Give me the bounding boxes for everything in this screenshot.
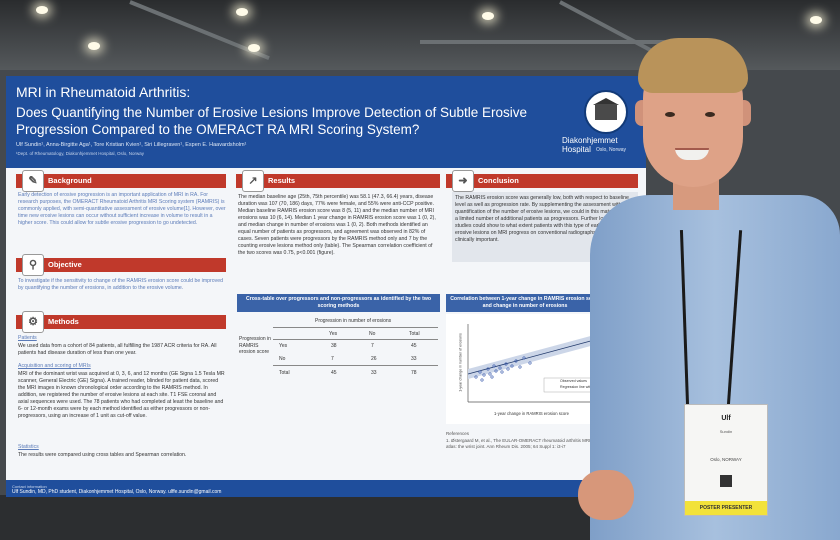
references: References 1. Østergaard M, et al., The …	[446, 431, 626, 450]
floor	[0, 495, 600, 540]
person-eye	[665, 112, 675, 117]
conclusion-text: The RAMRIS erosion score was generally l…	[455, 195, 637, 243]
table-cell: 45	[411, 343, 417, 349]
methods-mri-text: MRI of the dominant wrist was acquired a…	[18, 371, 225, 419]
person-eye	[705, 112, 715, 117]
cross-table: Progression in number of erosions Yes No…	[237, 314, 440, 384]
methods-stats-text: The results were compared using cross ta…	[18, 452, 187, 458]
hospital-logo-icon	[584, 90, 628, 134]
table-cell: 33	[371, 370, 377, 376]
figure-xlabel: 1-year change in RAMRIS erosion score	[494, 411, 569, 416]
person-smile	[675, 148, 709, 160]
badge-location: Oslo, NORWAY	[710, 457, 742, 462]
table-cell: 33	[411, 356, 417, 362]
methods-heading: ⚙ Methods	[16, 311, 226, 333]
table-col-header: Total	[409, 331, 420, 337]
correlation-figure-title: Correlation between 1-year change in RAM…	[446, 294, 604, 312]
ceiling-beam	[420, 40, 680, 44]
table-row-label: Total	[279, 370, 290, 376]
objective-heading: ⚲ Objective	[16, 254, 226, 276]
regression-line	[467, 338, 599, 375]
background-text: Early detection of erosive progression i…	[18, 192, 226, 226]
methods-mri-label: Acquisition and scoring of MRIs	[18, 363, 91, 369]
table-cell: 26	[371, 356, 377, 362]
footer-label: Contact information	[12, 484, 47, 489]
objective-icon: ⚲	[22, 254, 44, 276]
references-heading: References	[446, 431, 470, 436]
ceiling-light	[36, 6, 48, 14]
table-cell: 38	[331, 343, 337, 349]
poster-affiliation: ¹Dept. of Rheumatology, Diakonhjemmet Ho…	[16, 151, 144, 156]
table-cell: 7	[371, 343, 374, 349]
badge-name: Ulf	[721, 415, 731, 422]
methods-patients-text: We used data from a cohort of 84 patient…	[18, 343, 217, 356]
ceiling-light	[236, 8, 248, 16]
person-hand	[578, 470, 634, 520]
scatter-svg	[467, 324, 599, 403]
ceiling-light	[88, 42, 100, 50]
objective-text: To investigate if the sensitivity to cha…	[18, 278, 224, 291]
poster-title-line1: MRI in Rheumatoid Arthritis:	[16, 84, 191, 100]
methods-icon: ⚙	[22, 311, 44, 333]
badge-ribbon: POSTER PRESENTER	[685, 501, 767, 515]
correlation-scatter-plot: Observed values Regression line with CI …	[446, 314, 604, 424]
table-cell: 78	[411, 370, 417, 376]
hospital-city: Oslo, Norway	[596, 147, 627, 153]
scatter-points	[474, 356, 532, 382]
methods-patients-label: Patients	[18, 335, 37, 341]
badge-surname: Sundin	[719, 429, 733, 434]
name-badge: Ulf Sundin Oslo, NORWAY POSTER PRESENTER	[684, 404, 768, 516]
footer-contact: Ulf Sundin, MD, PhD student, Diakonhjemm…	[12, 489, 222, 495]
table-cell: 7	[331, 356, 334, 362]
research-poster: MRI in Rheumatoid Arthritis: Does Quanti…	[6, 76, 646, 497]
cross-table-title: Cross-table over progressors and non-pro…	[237, 294, 440, 312]
table-row-label: No	[279, 356, 286, 362]
table-row-group-label: Progression in RAMRIS erosion score	[239, 336, 271, 355]
results-heading: ↗ Results	[236, 170, 440, 192]
legend-regression: Regression line with CI	[560, 385, 597, 389]
person-hair	[638, 38, 748, 93]
table-col-header: No	[369, 331, 376, 337]
conclusion-heading: ➜ Conclusion	[446, 170, 638, 192]
ceiling-light	[810, 16, 822, 24]
table-group-header: Progression in number of erosions	[315, 318, 392, 324]
results-chart-icon: ↗	[242, 170, 264, 192]
background-heading: ✎ Background	[16, 170, 226, 192]
table-col-header: Yes	[329, 331, 338, 337]
ceiling-light	[482, 12, 494, 20]
poster-authors: Ulf Sundin¹, Anna-Birgitte Aga¹, Tore Kr…	[16, 142, 247, 148]
poster-header: MRI in Rheumatoid Arthritis: Does Quanti…	[6, 76, 646, 168]
table-row-label: Yes	[279, 343, 288, 349]
methods-stats-label: Statistics	[18, 444, 39, 450]
legend-observed: Observed values	[560, 379, 587, 383]
arrow-right-icon: ➜	[452, 170, 474, 192]
qr-code-icon	[720, 475, 732, 487]
figure-ylabel: 1-year change in number of erosions	[458, 333, 463, 392]
ceiling-light	[248, 44, 260, 52]
hospital-name: Diakonhjemmet Hospital	[562, 136, 618, 154]
results-text: The median baseline age (25th, 75th perc…	[238, 194, 436, 256]
background-icon: ✎	[22, 170, 44, 192]
poster-footer: Contact information Ulf Sundin, MD, PhD …	[6, 480, 646, 497]
poster-title-line2: Does Quantifying the Number of Erosive L…	[16, 105, 528, 137]
table-cell: 45	[331, 370, 337, 376]
reference-item: 1. Østergaard M, et al., The EULAR-OMERA…	[446, 438, 625, 449]
